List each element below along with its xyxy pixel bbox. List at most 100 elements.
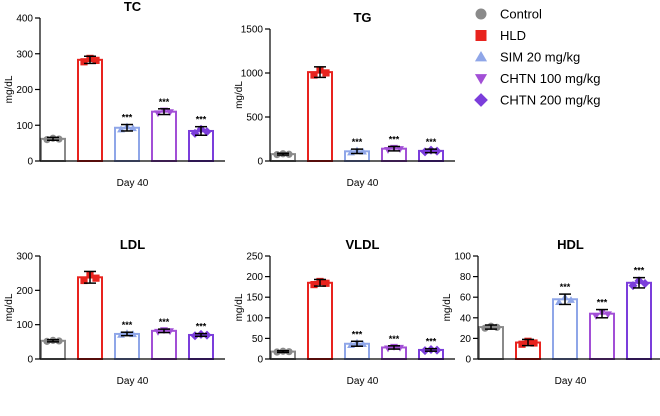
- point-hdl-control-1: [481, 324, 489, 332]
- point-tc-sim-20-mg-kg-3: [129, 124, 137, 132]
- annotation-hdl-sim-20-mg-kg: ***: [560, 282, 571, 292]
- annotation-ldl-chtn-200-mg-kg: ***: [196, 322, 207, 332]
- panel-tg: *** *** *** 0 500 1000 1500 TG mg/dL Day 40: [234, 10, 455, 189]
- title-tg: TG: [353, 10, 371, 25]
- ytick-label-tg-0: 0: [257, 157, 263, 168]
- ytick-label-tc-200: 200: [16, 85, 33, 96]
- point-hdl-chtn-100-mg-kg-3: [604, 311, 612, 319]
- xlabel-hdl: Day 40: [555, 376, 587, 387]
- point-tc-chtn-200-mg-kg-3: [202, 127, 212, 137]
- annotation-vldl-sim-20-mg-kg: ***: [352, 329, 363, 339]
- ytick-label-vldl-100: 100: [246, 313, 263, 324]
- annotation-tc-chtn-200-mg-kg: ***: [196, 115, 207, 125]
- ylabel-hdl: mg/dL: [442, 293, 453, 321]
- point-tc-chtn-100-mg-kg-3: [166, 109, 174, 117]
- bar-ldl-hld: [77, 276, 103, 360]
- point-ldl-control-3: [55, 337, 63, 345]
- ytick-label-hdl-100: 100: [454, 252, 471, 263]
- ytick-label-hdl-20: 20: [460, 334, 472, 345]
- panel-ldl: *** *** *** 0 100 200 300 LDL mg/dL Day 40: [4, 237, 225, 387]
- ytick-label-ldl-100: 100: [16, 320, 33, 331]
- legend-marker-chtn-100-mg-kg: [474, 74, 488, 85]
- xlabel-tc: Day 40: [117, 178, 149, 189]
- ytick-label-tc-400: 400: [16, 14, 33, 25]
- ylabel-tc: mg/dL: [4, 75, 15, 103]
- ylabel-vldl: mg/dL: [234, 293, 245, 321]
- ytick-label-vldl-250: 250: [246, 252, 263, 263]
- xlabel-vldl: Day 40: [347, 376, 379, 387]
- annotation-vldl-chtn-200-mg-kg: ***: [426, 337, 437, 347]
- title-ldl: LDL: [120, 237, 145, 252]
- point-vldl-hld-3: [322, 279, 330, 287]
- ytick-label-ldl-0: 0: [27, 355, 33, 366]
- xlabel-tg: Day 40: [347, 178, 379, 189]
- point-ldl-hld-1: [80, 276, 88, 285]
- ytick-label-hdl-0: 0: [465, 355, 471, 366]
- ytick-label-vldl-200: 200: [246, 272, 263, 283]
- point-tg-chtn-100-mg-kg-3: [396, 146, 404, 153]
- panel-vldl: *** *** *** 0 50 100 150 200 250 VLDL mg/dL Day 40: [234, 237, 455, 387]
- bar-tc-chtn-100-mg-kg: [151, 110, 177, 162]
- point-ldl-hld-3: [92, 274, 100, 282]
- annotation-ldl-chtn-100-mg-kg: ***: [159, 317, 170, 327]
- bar-hdl-chtn-200-mg-kg: [626, 281, 652, 360]
- legend-marker-hld: [475, 30, 487, 41]
- title-vldl: VLDL: [346, 237, 380, 252]
- annotation-tg-chtn-100-mg-kg: ***: [389, 134, 400, 144]
- ytick-label-ldl-300: 300: [16, 252, 33, 263]
- ytick-label-vldl-150: 150: [246, 293, 263, 304]
- point-hdl-chtn-200-mg-kg-3: [640, 279, 650, 289]
- bar-tc-hld: [77, 58, 103, 162]
- legend-label-sim-20-mg-kg: SIM 20 mg/kg: [500, 50, 580, 65]
- point-ldl-chtn-100-mg-kg-3: [166, 328, 174, 336]
- point-tc-control-3: [55, 135, 63, 143]
- ytick-label-vldl-50: 50: [252, 334, 264, 345]
- annotation-tg-chtn-200-mg-kg: ***: [426, 137, 437, 147]
- legend: Control HLD SIM 20 mg/kg CHTN 100 mg/kg CHTN…: [474, 7, 600, 108]
- point-hdl-hld-3: [530, 339, 538, 347]
- ylabel-tg: mg/dL: [234, 81, 245, 109]
- ylabel-ldl: mg/dL: [4, 293, 15, 321]
- bar-tg-hld: [307, 71, 333, 162]
- panel-tc: *** *** *** 0 100 200 300 400 TC mg/dL Day 40: [4, 0, 225, 189]
- point-vldl-sim-20-mg-kg-3: [359, 340, 367, 348]
- ytick-label-hdl-60: 60: [460, 293, 472, 304]
- ytick-label-tc-0: 0: [27, 157, 33, 168]
- bar-hdl-sim-20-mg-kg: [552, 298, 578, 361]
- ytick-label-hdl-40: 40: [460, 313, 472, 324]
- legend-label-chtn-100-mg-kg: CHTN 100 mg/kg: [500, 71, 600, 86]
- ytick-label-tc-300: 300: [16, 49, 33, 60]
- annotation-tg-sim-20-mg-kg: ***: [352, 137, 363, 147]
- point-hdl-sim-20-mg-kg-1: [555, 298, 563, 305]
- point-vldl-chtn-200-mg-kg-3: [432, 345, 442, 355]
- annotation-hdl-chtn-200-mg-kg: ***: [634, 266, 645, 276]
- point-tg-hld-3: [322, 69, 330, 77]
- legend-label-hld: HLD: [500, 28, 526, 43]
- panel-hdl: *** *** *** 0 20 40 60 80 100 HDL mg/dL Day 40: [442, 237, 660, 387]
- legend-marker-chtn-200-mg-kg: [474, 93, 488, 107]
- bar-tc-sim-20-mg-kg: [114, 126, 140, 163]
- legend-label-control: Control: [500, 7, 542, 22]
- ytick-label-tg-500: 500: [246, 113, 263, 124]
- ytick-label-ldl-200: 200: [16, 286, 33, 297]
- annotation-hdl-chtn-100-mg-kg: ***: [597, 298, 608, 308]
- ytick-label-tg-1000: 1000: [241, 69, 264, 80]
- bar-hdl-control: [478, 326, 504, 361]
- xlabel-ldl: Day 40: [117, 376, 149, 387]
- annotation-tc-sim-20-mg-kg: ***: [122, 113, 133, 123]
- title-hdl: HDL: [557, 237, 584, 252]
- bar-vldl-hld: [307, 281, 333, 360]
- legend-marker-sim-20-mg-kg: [474, 50, 488, 62]
- point-hdl-chtn-100-mg-kg-1: [592, 313, 600, 320]
- title-tc: TC: [124, 0, 142, 14]
- ytick-label-vldl-0: 0: [257, 355, 263, 366]
- ytick-label-tg-1500: 1500: [241, 25, 264, 36]
- annotation-ldl-sim-20-mg-kg: ***: [122, 320, 133, 330]
- bar-hdl-chtn-100-mg-kg: [589, 312, 615, 360]
- legend-marker-control: [475, 8, 487, 20]
- bar-ldl-chtn-100-mg-kg: [151, 329, 177, 361]
- annotation-tc-chtn-100-mg-kg: ***: [159, 97, 170, 107]
- ytick-label-hdl-80: 80: [460, 272, 472, 283]
- annotation-vldl-chtn-100-mg-kg: ***: [389, 334, 400, 344]
